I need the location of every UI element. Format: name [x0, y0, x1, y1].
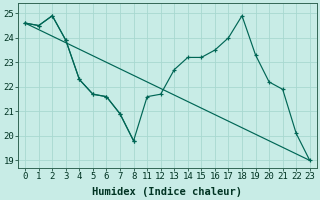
X-axis label: Humidex (Indice chaleur): Humidex (Indice chaleur) — [92, 186, 243, 197]
